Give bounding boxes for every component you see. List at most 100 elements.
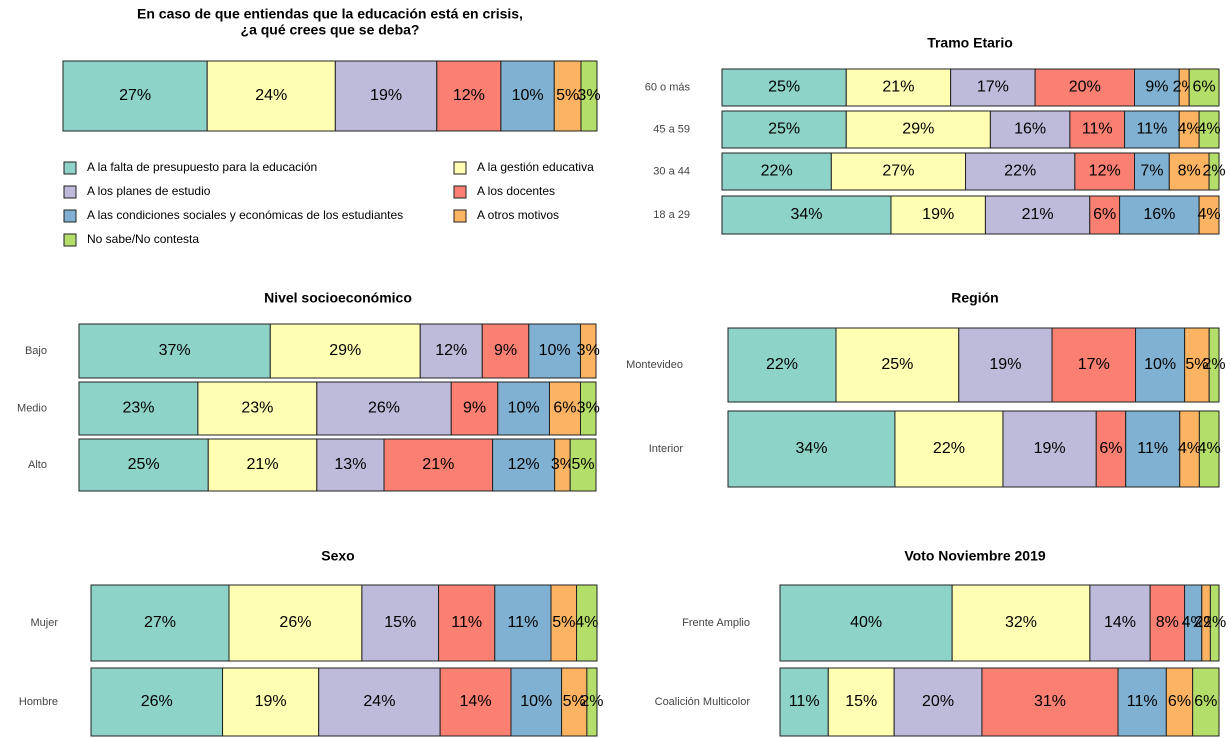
bar-segment	[845, 68, 952, 107]
value-label: 4%	[1198, 440, 1221, 457]
value-label: 22%	[766, 356, 798, 373]
value-label: 10%	[539, 342, 571, 359]
value-label: 11%	[507, 614, 538, 631]
legend-label: A otros motivos	[477, 208, 559, 222]
chart-title: Región	[951, 290, 998, 306]
value-label: 4%	[575, 614, 598, 631]
bar-segment	[721, 195, 892, 235]
bar-segment	[845, 110, 991, 149]
bar-segment	[1208, 152, 1220, 191]
category-label: Mujer	[30, 617, 58, 629]
bar-segment	[779, 584, 953, 662]
bar-segment	[436, 60, 502, 132]
value-label: 5%	[556, 87, 579, 104]
value-label: 11%	[1136, 121, 1167, 138]
bar-segment	[318, 667, 441, 737]
legend-label: A las condiciones sociales y económicas …	[87, 208, 403, 222]
bar-segment	[984, 195, 1091, 235]
value-label: 12%	[453, 87, 485, 104]
bar-segment	[569, 438, 597, 492]
value-label: 22%	[761, 163, 793, 180]
value-label: 2%	[1203, 356, 1226, 373]
bar-segment	[579, 381, 597, 436]
bar-segment	[383, 438, 494, 492]
chart-title: Nivel socioeconómico	[264, 290, 412, 306]
bar-segment	[78, 438, 209, 492]
value-label: 14%	[1104, 614, 1136, 631]
value-label: 19%	[922, 206, 954, 223]
value-label: 8%	[1178, 163, 1201, 180]
legend-swatch	[63, 185, 77, 199]
category-label: Hombre	[19, 696, 58, 708]
bar-segment	[510, 667, 563, 737]
category-label: Bajo	[25, 345, 47, 357]
bar-segment	[528, 323, 581, 379]
value-label: 11%	[1127, 693, 1158, 710]
value-label: 4%	[1197, 206, 1220, 223]
category-label: Montevideo	[626, 359, 683, 371]
bar-segment	[1125, 410, 1181, 488]
value-label: 34%	[790, 206, 822, 223]
value-label: 21%	[247, 456, 279, 473]
value-label: 29%	[329, 342, 361, 359]
value-label: 20%	[1069, 79, 1101, 96]
value-label: 26%	[279, 614, 311, 631]
bar-segment	[228, 584, 363, 662]
bar-segment	[950, 68, 1036, 107]
bar-segment	[62, 60, 208, 132]
value-label: 4%	[1197, 121, 1220, 138]
value-label: 11%	[1082, 121, 1113, 138]
value-label: 4%	[1178, 121, 1201, 138]
bar-segment	[553, 60, 582, 132]
value-label: 19%	[1034, 440, 1066, 457]
bar-segment	[1095, 410, 1127, 488]
value-label: 2%	[1203, 614, 1226, 631]
value-label: 19%	[255, 693, 287, 710]
bar-segment	[1034, 68, 1136, 107]
bar-segment	[1051, 327, 1137, 403]
legend-label: No sabe/No contesta	[87, 232, 199, 246]
bar-segment	[1198, 410, 1220, 488]
value-label: 13%	[334, 456, 366, 473]
value-label: 6%	[553, 400, 576, 417]
value-label: 27%	[144, 614, 176, 631]
value-label: 5%	[1185, 356, 1208, 373]
bar-segment	[222, 667, 320, 737]
bar-segment	[586, 667, 598, 737]
category-label: Alto	[28, 459, 47, 471]
value-label: 32%	[1005, 614, 1037, 631]
value-label: 10%	[512, 87, 544, 104]
value-label: 25%	[768, 121, 800, 138]
bar-segment	[576, 584, 598, 662]
value-label: 6%	[1194, 693, 1217, 710]
value-label: 27%	[119, 87, 151, 104]
bar-segment	[835, 327, 960, 403]
value-label: 29%	[902, 121, 934, 138]
value-label: 23%	[122, 400, 154, 417]
bar-segment	[197, 381, 318, 436]
value-label: 2%	[580, 693, 603, 710]
value-label: 25%	[768, 79, 800, 96]
bar-segment	[1149, 584, 1186, 662]
value-label: 3%	[577, 342, 600, 359]
category-label: 45 a 59	[653, 123, 690, 135]
bar-segment	[500, 60, 555, 132]
value-label: 16%	[1143, 206, 1175, 223]
value-label: 16%	[1014, 121, 1046, 138]
bar-segment	[316, 438, 385, 492]
value-label: 6%	[1093, 206, 1116, 223]
bar-segment	[1089, 584, 1151, 662]
legend-swatch	[63, 161, 77, 175]
value-label: 22%	[1004, 163, 1036, 180]
bar-segment	[90, 584, 230, 662]
value-label: 6%	[1168, 693, 1191, 710]
legend-label: A los docentes	[477, 184, 555, 198]
value-label: 10%	[508, 400, 540, 417]
bar-segment	[727, 410, 896, 488]
value-label: 3%	[551, 456, 574, 473]
bar-segment	[494, 584, 552, 662]
bar-segment	[1089, 195, 1121, 235]
category-label: 60 o más	[645, 81, 691, 93]
value-label: 37%	[159, 342, 191, 359]
value-label: 5%	[572, 456, 595, 473]
